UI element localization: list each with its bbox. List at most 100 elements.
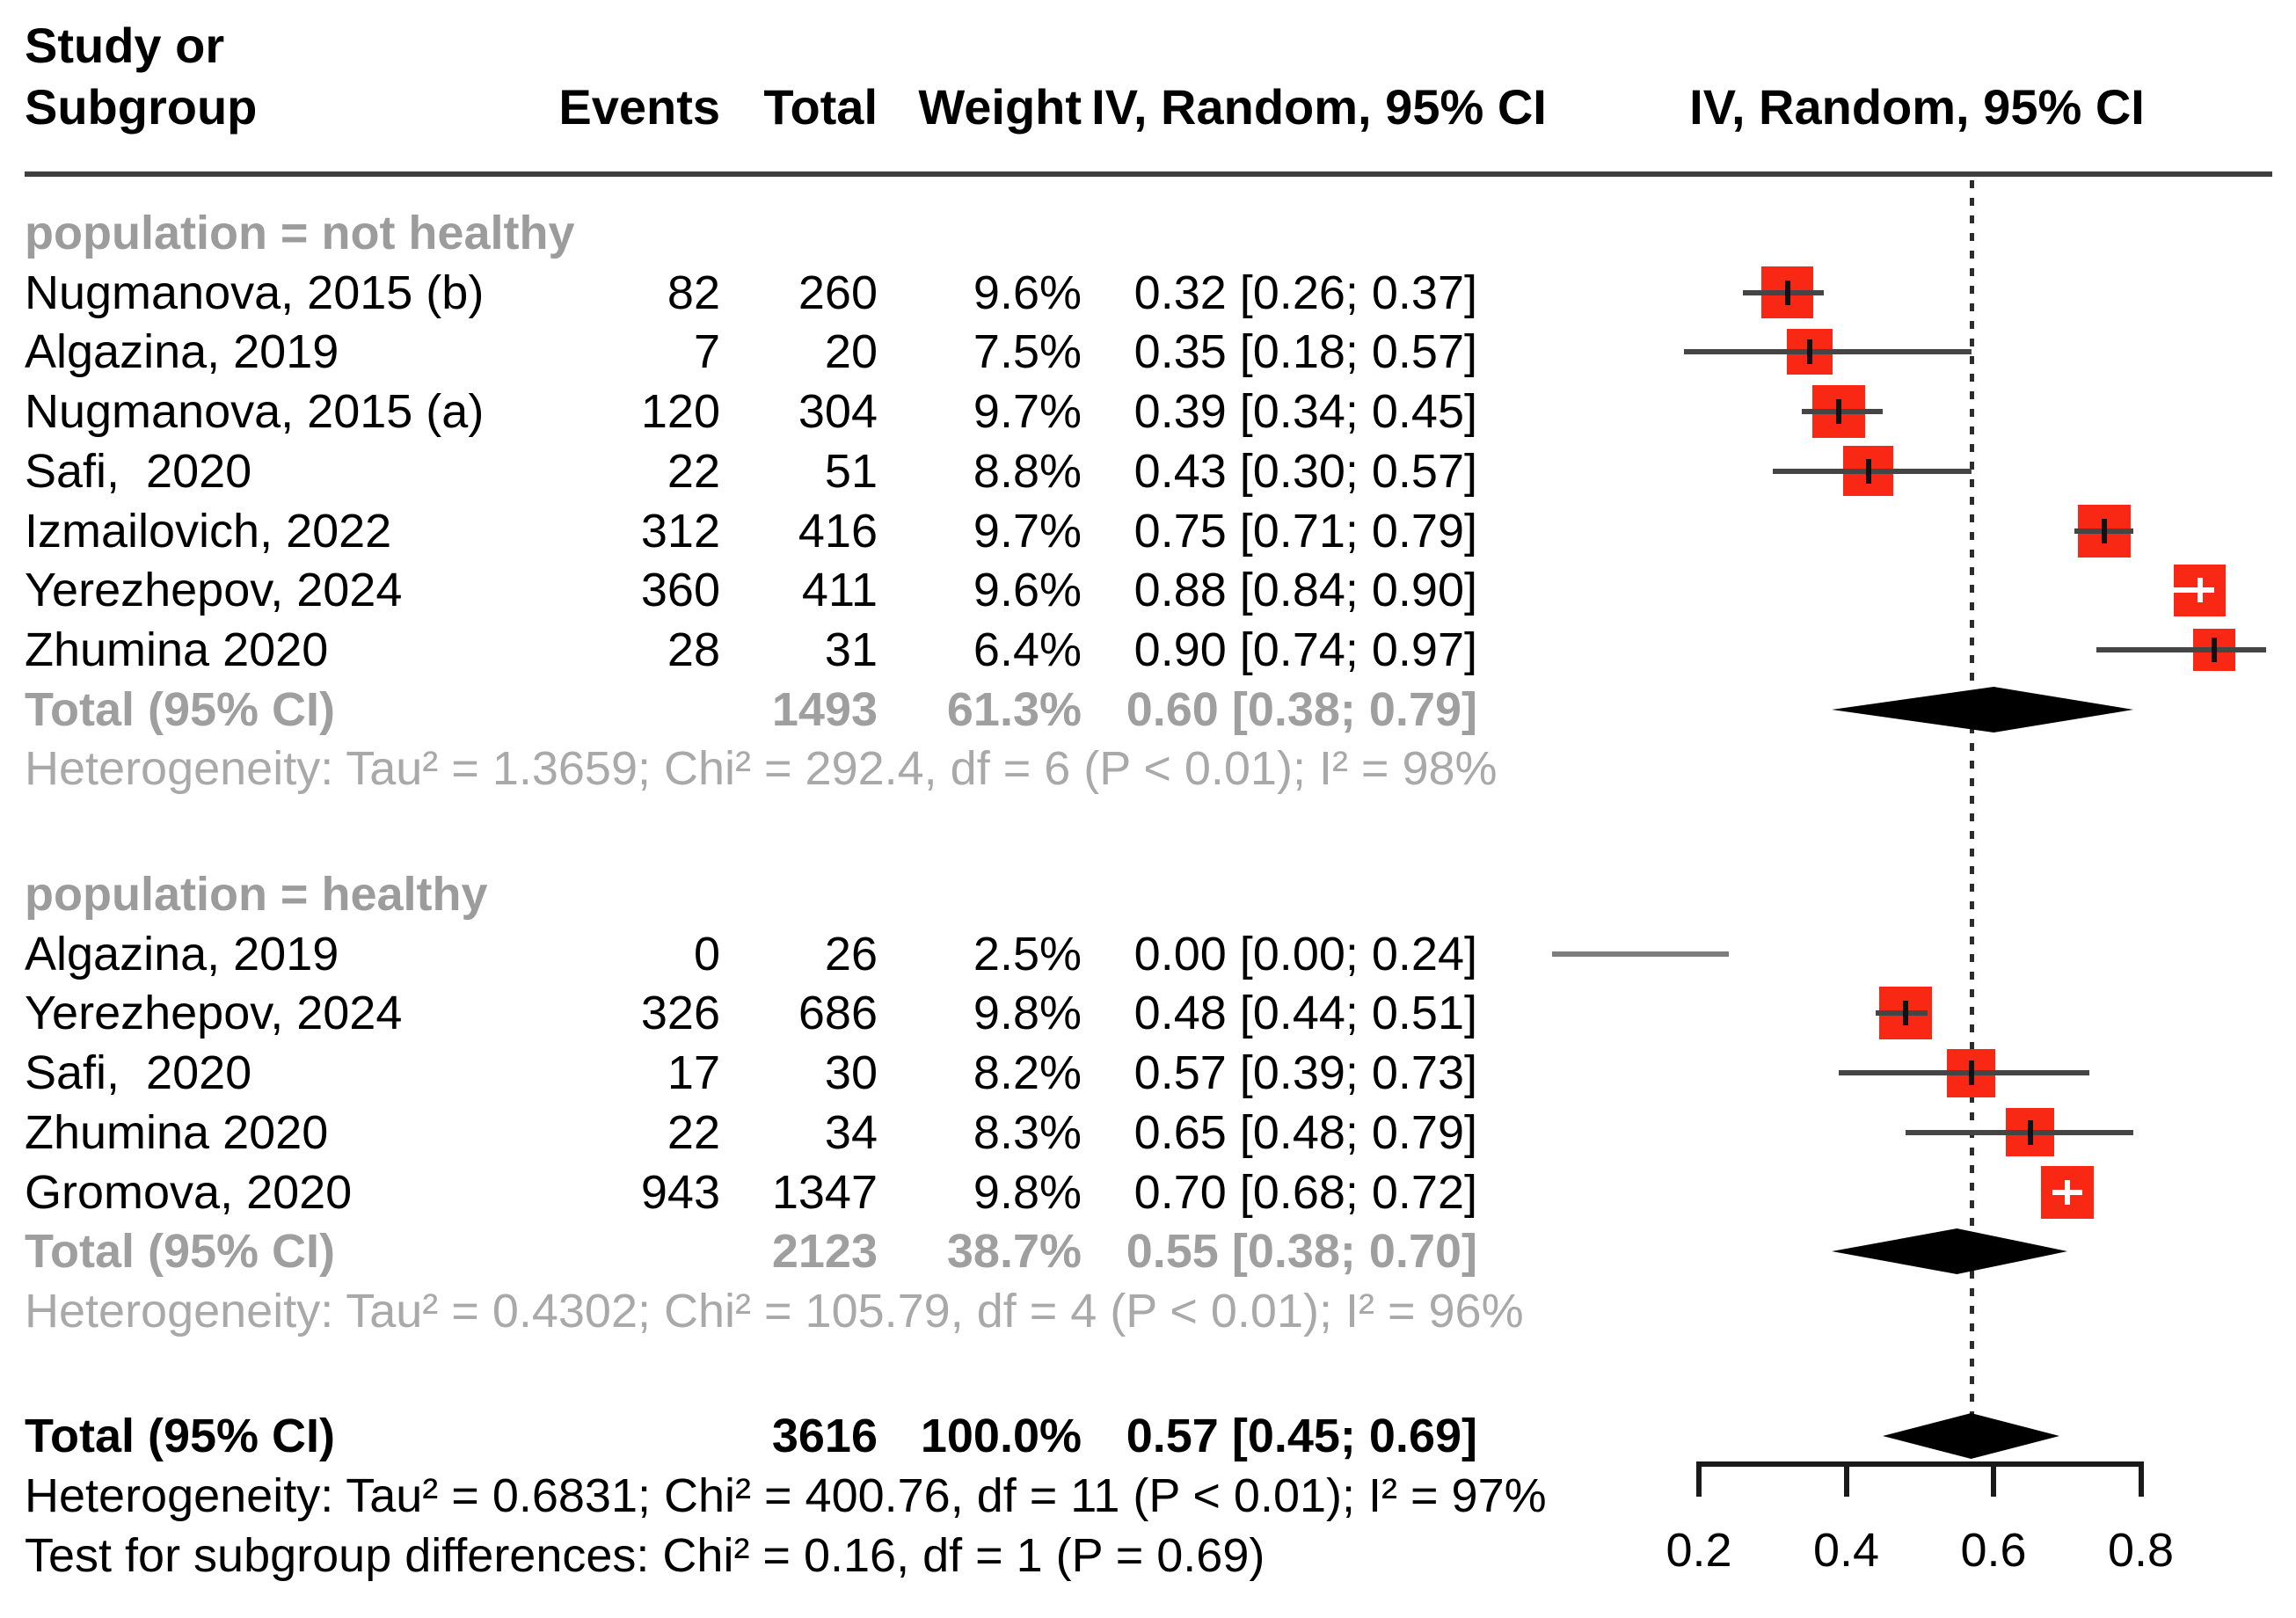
overall-heterogeneity-label: Heterogeneity: Tau² = 0.6831; Chi² = 400… [25, 1469, 1547, 1522]
point-estimate-tick [2197, 578, 2203, 603]
overall-total-row-ci: 0.57 [0.45; 0.69] [1126, 1410, 1477, 1462]
study-row-label: Gromova, 2020 [25, 1166, 353, 1219]
study-row-events: 17 [667, 1046, 720, 1099]
study-row-weight: 9.7% [973, 385, 1082, 438]
study-row-weight: 6.4% [973, 623, 1082, 676]
header-total: Total [763, 79, 878, 135]
ci-line [1876, 1010, 1928, 1017]
study-row-total: 30 [824, 1046, 878, 1099]
axis-tick-label: 0.4 [1812, 1524, 1880, 1577]
study-row-label: Zhumina 2020 [25, 623, 329, 676]
study-row-total: 416 [798, 505, 878, 558]
study-row-events: 0 [693, 928, 720, 980]
study-row-events: 943 [640, 1166, 720, 1219]
header-study-line2: Subgroup [25, 79, 258, 135]
header-study-line1: Study or [25, 18, 225, 73]
subgroup-total-row-label: Total (95% CI) [25, 683, 336, 736]
study-row-events: 28 [667, 623, 720, 676]
header-rule [25, 171, 2272, 177]
study-row-label: Algazina, 2019 [25, 325, 339, 378]
subgroup-difference-test-label: Test for subgroup differences: Chi² = 0.… [25, 1529, 1265, 1582]
subgroup-total-row-ci: 0.60 [0.38; 0.79] [1126, 683, 1477, 736]
study-row-events: 312 [640, 505, 720, 558]
study-row-weight: 9.8% [973, 1166, 1082, 1219]
axis-tick [2138, 1461, 2144, 1497]
axis-tick-label: 0.2 [1666, 1524, 1732, 1577]
study-row-label: Algazina, 2019 [25, 928, 339, 980]
point-estimate-tick [2027, 1119, 2033, 1145]
point-estimate-tick [1902, 1001, 1908, 1026]
subgroup-total-row-total: 1493 [771, 683, 878, 736]
study-row-label: Safi, 2020 [25, 445, 252, 498]
study-row-total: 260 [798, 266, 878, 319]
study-row-weight: 9.6% [973, 266, 1082, 319]
point-estimate-tick [1968, 1060, 1974, 1086]
study-row-events: 120 [640, 385, 720, 438]
study-row-total: 1347 [771, 1166, 878, 1219]
study-row-events: 360 [640, 564, 720, 616]
study-row-total: 20 [824, 325, 878, 378]
header-events: Events [558, 79, 720, 135]
study-row-label: Zhumina 2020 [25, 1106, 329, 1159]
study-row-weight: 9.6% [973, 564, 1082, 616]
subgroup-total-row-label: Total (95% CI) [25, 1225, 336, 1278]
point-estimate-tick [1836, 399, 1842, 425]
point-estimate-tick [1784, 280, 1790, 305]
subgroup-header-label: population = healthy [25, 868, 488, 921]
overall-total-row-label: Total (95% CI) [25, 1410, 336, 1462]
point-estimate-tick [2101, 518, 2107, 543]
ci-line [1743, 289, 1825, 295]
ci-line [1839, 1070, 2089, 1076]
study-row-events: 22 [667, 445, 720, 498]
subgroup-total-row-weight: 38.7% [946, 1225, 1082, 1278]
header-plot-ci: IV, Random, 95% CI [1689, 79, 2145, 135]
study-row-weight: 7.5% [973, 325, 1082, 378]
study-row-total: 34 [824, 1106, 878, 1159]
subgroup-heterogeneity-label: Heterogeneity: Tau² = 0.4302; Chi² = 105… [25, 1285, 1524, 1337]
study-row-total: 411 [801, 564, 878, 616]
subgroup-header-label: population = not healthy [25, 207, 575, 259]
pooled-diamond [1831, 686, 2134, 732]
axis-tick-label: 0.8 [2107, 1524, 2175, 1577]
study-row-weight: 8.3% [973, 1106, 1082, 1159]
study-row-ci: 0.90 [0.74; 0.97] [1133, 623, 1477, 676]
ci-line [1802, 409, 1884, 415]
study-row-ci: 0.39 [0.34; 0.45] [1133, 385, 1477, 438]
study-row-total: 304 [798, 385, 878, 438]
subgroup-total-row-total: 2123 [771, 1225, 878, 1278]
header-weight: Weight [918, 79, 1082, 135]
study-row-ci: 0.65 [0.48; 0.79] [1133, 1106, 1477, 1159]
axis-line [1696, 1461, 2144, 1467]
study-row-weight: 8.2% [973, 1046, 1082, 1099]
ci-line [1772, 468, 1972, 474]
overall-total-row-total: 3616 [771, 1410, 878, 1462]
pooled-diamond [1831, 1228, 2067, 1275]
point-estimate-tick [2064, 1179, 2070, 1205]
study-row-total: 31 [824, 623, 878, 676]
study-row-weight: 9.7% [973, 505, 1082, 558]
overall-total-row-weight: 100.0% [920, 1410, 1082, 1462]
axis-tick-label: 0.6 [1960, 1524, 2027, 1577]
pooled-diamond [1883, 1413, 2060, 1459]
study-row-events: 7 [693, 325, 720, 378]
subgroup-total-row-ci: 0.55 [0.38; 0.70] [1126, 1225, 1477, 1278]
study-row-weight: 9.8% [973, 987, 1082, 1039]
ci-line [2096, 646, 2266, 652]
point-estimate-tick [2212, 637, 2218, 662]
ci-line [1684, 349, 1972, 355]
study-row-label: Nugmanova, 2015 (b) [25, 266, 485, 319]
study-row-ci: 0.43 [0.30; 0.57] [1133, 445, 1477, 498]
study-row-ci: 0.00 [0.00; 0.24] [1133, 928, 1477, 980]
axis-tick [1991, 1461, 1996, 1497]
study-row-label: Yerezhepov, 2024 [25, 564, 403, 616]
study-row-ci: 0.57 [0.39; 0.73] [1133, 1046, 1477, 1099]
study-row-weight: 8.8% [973, 445, 1082, 498]
header-effect-ci: IV, Random, 95% CI [1091, 79, 1547, 135]
study-row-label: Nugmanova, 2015 (a) [25, 385, 485, 438]
study-row-label: Yerezhepov, 2024 [25, 987, 403, 1039]
study-row-weight: 2.5% [973, 928, 1082, 980]
study-row-ci: 0.88 [0.84; 0.90] [1133, 564, 1477, 616]
axis-tick [1696, 1461, 1702, 1497]
point-estimate-tick [1806, 339, 1812, 365]
